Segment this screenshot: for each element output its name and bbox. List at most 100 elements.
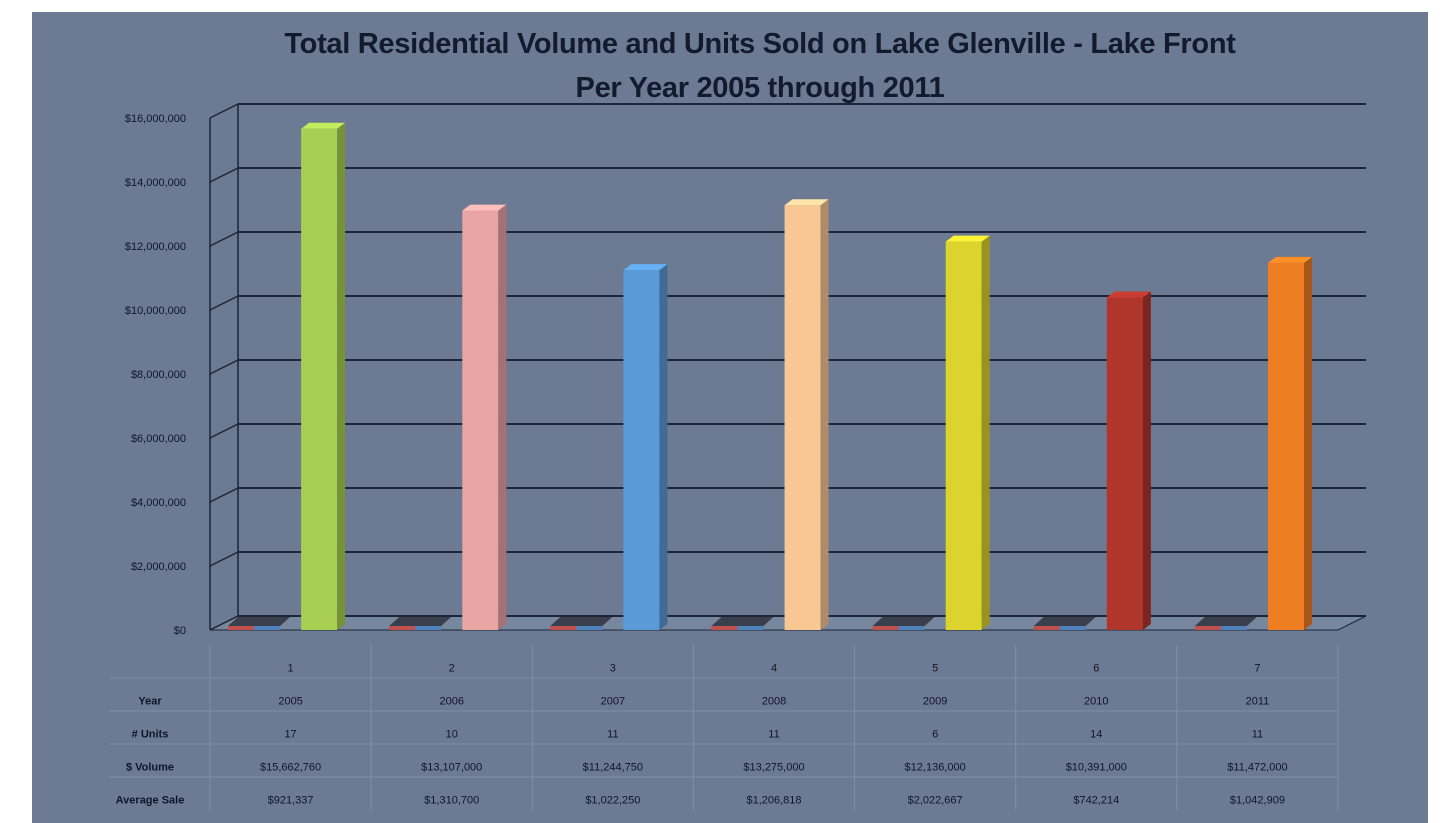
series-small-bar-top — [1033, 617, 1096, 626]
volume-bar-side — [1304, 256, 1312, 630]
table-cell: $921,337 — [268, 795, 314, 807]
gridline-depth — [209, 103, 239, 119]
table-cell: 2009 — [923, 696, 947, 708]
volume-bar — [1268, 262, 1304, 630]
table-cell: $1,310,700 — [424, 795, 479, 807]
table-row-header: $ Volume — [126, 762, 174, 774]
series-small-bar-top — [1194, 617, 1257, 626]
series-year-bar — [576, 626, 603, 630]
series-year-bar — [898, 626, 925, 630]
y-tick-label: $6,000,000 — [131, 433, 186, 445]
volume-bar-top — [623, 264, 668, 271]
volume-bar-side — [659, 264, 668, 630]
category-label: 4 — [771, 663, 777, 675]
volume-bar-top — [1268, 256, 1312, 263]
volume-bar-side — [337, 122, 346, 630]
series-small-bar-top — [228, 617, 290, 626]
table-cell: $13,275,000 — [743, 762, 804, 774]
gridline-depth — [209, 295, 239, 311]
series-units-bar — [711, 626, 738, 630]
volume-bar — [623, 270, 660, 630]
volume-bar — [1106, 297, 1143, 630]
volume-bar-side — [1142, 291, 1151, 630]
table-row-header: # Units — [132, 729, 169, 741]
series-year-bar — [1220, 626, 1247, 630]
gridline-depth — [209, 423, 239, 439]
table-cell: 14 — [1090, 729, 1102, 741]
table-cell: 2008 — [762, 696, 786, 708]
table-cell: 2011 — [1246, 696, 1270, 708]
table-cell: $1,042,909 — [1230, 795, 1285, 807]
volume-bar-top — [462, 204, 507, 211]
category-label: 7 — [1254, 663, 1260, 675]
table-cell: $1,206,818 — [746, 795, 801, 807]
y-tick-label: $8,000,000 — [131, 369, 186, 381]
table-cell: 11 — [1252, 729, 1263, 741]
table-cell: $11,472,000 — [1227, 762, 1287, 774]
table-cell: 2010 — [1084, 696, 1108, 708]
table-cell: 10 — [446, 729, 458, 741]
gridline-depth — [209, 487, 239, 503]
volume-bar — [945, 241, 982, 630]
volume-bar-side — [820, 199, 829, 630]
volume-bar-side — [498, 204, 507, 631]
volume-bar-side — [981, 235, 990, 630]
category-label: 2 — [449, 663, 455, 675]
series-units-bar — [228, 626, 254, 630]
y-tick-label: $10,000,000 — [125, 305, 186, 317]
gridline-depth — [209, 231, 239, 247]
series-units-bar — [389, 626, 416, 630]
volume-bar-top — [1106, 291, 1151, 298]
series-year-bar — [254, 626, 280, 630]
series-small-bar-top — [550, 617, 613, 626]
volume-bar-top — [945, 235, 990, 242]
series-units-bar — [1033, 626, 1060, 630]
table-cell: 2007 — [601, 696, 625, 708]
series-units-bar — [1194, 626, 1221, 630]
chart-panel — [32, 12, 1428, 823]
series-year-bar — [415, 626, 442, 630]
gridline-depth — [209, 167, 239, 183]
y-tick-label: $16,000,000 — [125, 113, 186, 125]
series-small-bar-top — [872, 617, 935, 626]
series-small-bar-top — [711, 617, 774, 626]
series-units-bar — [550, 626, 577, 630]
table-cell: $2,022,667 — [908, 795, 963, 807]
series-small-bar-top — [389, 617, 452, 626]
series-year-bar — [1059, 626, 1086, 630]
table-cell: $12,136,000 — [905, 762, 966, 774]
table-row-header: Year — [138, 696, 162, 708]
volume-bar — [462, 210, 499, 631]
table-cell: 17 — [284, 729, 296, 741]
table-cell: 2005 — [278, 696, 302, 708]
gridline-depth — [209, 551, 239, 567]
category-label: 3 — [610, 663, 616, 675]
category-label: 1 — [288, 663, 294, 675]
volume-bar-top — [301, 122, 346, 129]
y-tick-label: $0 — [174, 625, 186, 637]
table-cell: 2006 — [439, 696, 463, 708]
series-year-bar — [737, 626, 764, 630]
series-units-bar — [872, 626, 899, 630]
table-cell: $1,022,250 — [585, 795, 640, 807]
volume-bar — [784, 205, 821, 630]
volume-bar-top — [784, 199, 829, 206]
table-cell: $11,244,750 — [583, 762, 643, 774]
table-cell: 11 — [768, 729, 779, 741]
chart-title-block: Total Residential Volume and Units Sold … — [0, 22, 1456, 110]
y-tick-label: $12,000,000 — [125, 241, 186, 253]
table-cell: 6 — [932, 729, 938, 741]
table-cell: $15,662,760 — [260, 762, 321, 774]
category-label: 6 — [1093, 663, 1099, 675]
table-cell: $742,214 — [1073, 795, 1119, 807]
table-cell: $13,107,000 — [421, 762, 482, 774]
table-row-header: Average Sale — [116, 795, 185, 807]
chart-subtitle: Per Year 2005 through 2011 — [575, 72, 945, 104]
category-label: 5 — [932, 663, 938, 675]
table-cell: 11 — [607, 729, 618, 741]
gridline-depth — [209, 359, 239, 375]
y-tick-label: $4,000,000 — [131, 497, 186, 509]
gridline-depth — [209, 615, 239, 631]
chart-title: Total Residential Volume and Units Sold … — [284, 28, 1236, 60]
